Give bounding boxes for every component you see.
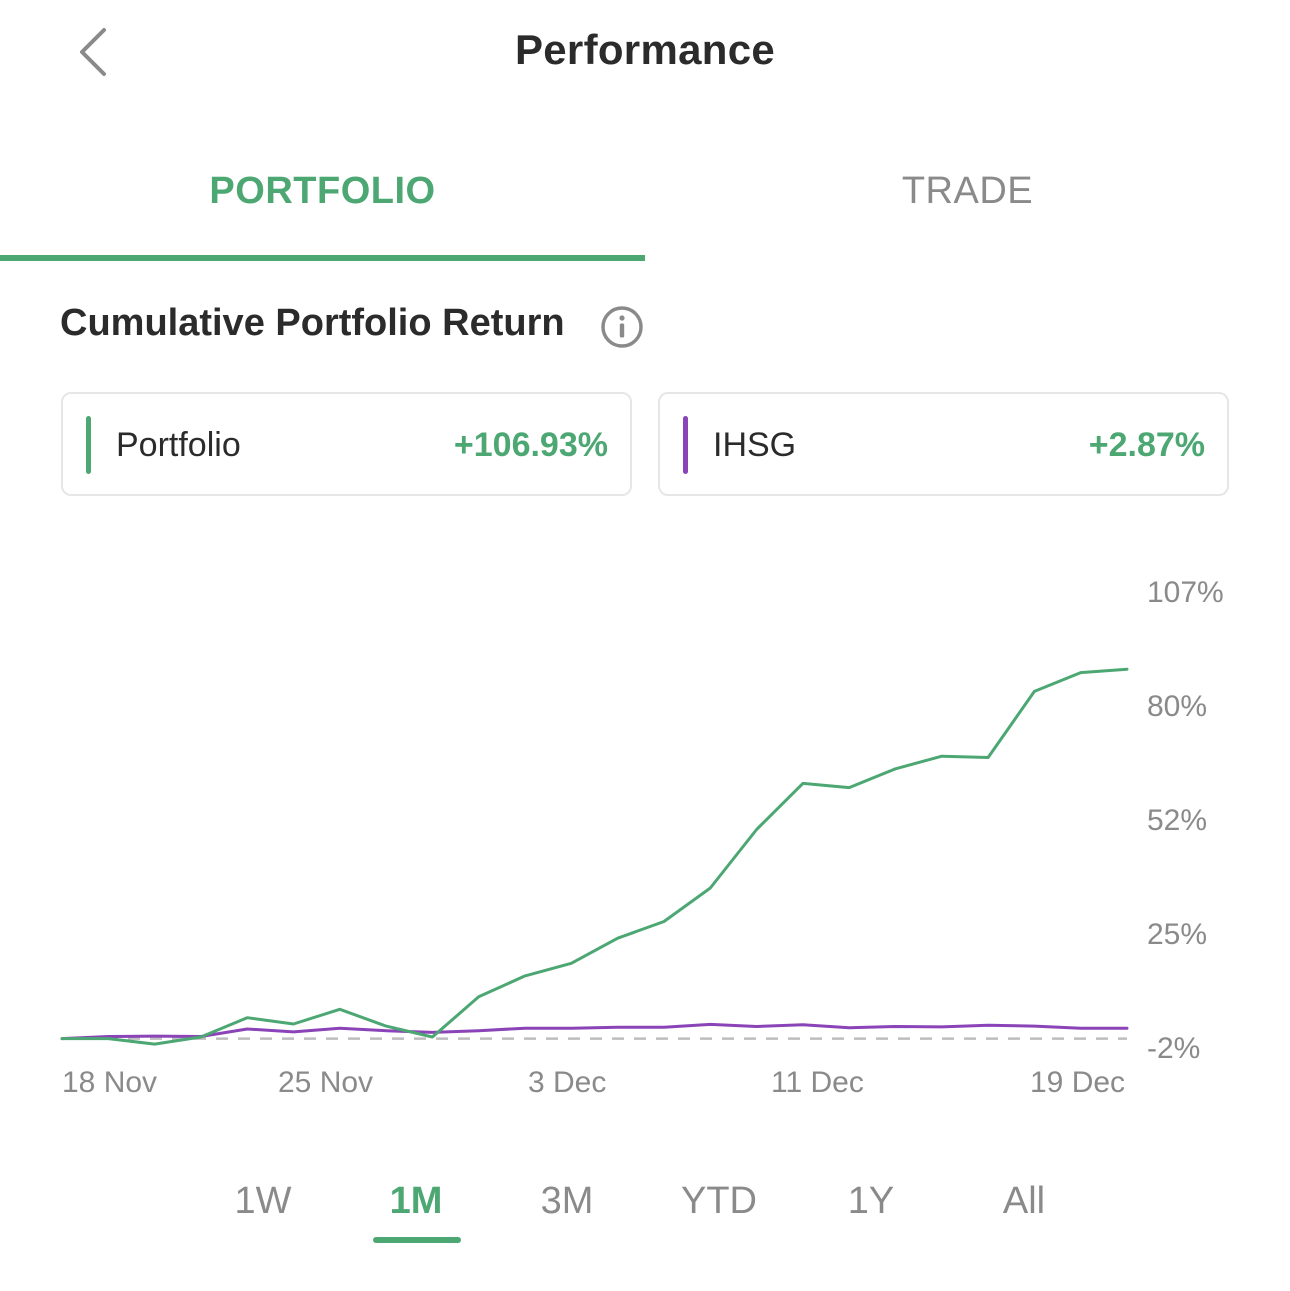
- app-header: Performance: [0, 0, 1290, 110]
- return-chart-svg: 107% 80% 52% 25% -2% 18 Nov 25 Nov 3 Dec 11 Dec 1…: [60, 576, 1224, 1099]
- legend-name-ihsg: IHSG: [713, 426, 797, 464]
- y-tick-label: 52%: [1147, 804, 1207, 837]
- y-tick-label: 80%: [1147, 690, 1207, 723]
- legend-value-ihsg: +2.87%: [1088, 426, 1205, 464]
- back-button[interactable]: [66, 20, 122, 84]
- tab-trade[interactable]: TRADE: [645, 140, 1290, 262]
- info-icon[interactable]: [600, 305, 644, 349]
- x-tick-label: 3 Dec: [528, 1066, 606, 1099]
- active-range-indicator: [373, 1237, 461, 1243]
- legend-card-ihsg[interactable]: IHSG +2.87%: [658, 392, 1229, 496]
- tab-portfolio-label: PORTFOLIO: [209, 170, 436, 212]
- x-tick-label: 25 Nov: [278, 1066, 373, 1099]
- return-chart: 107% 80% 52% 25% -2% 18 Nov 25 Nov 3 Dec 11 Dec 1…: [0, 560, 1290, 1120]
- y-tick-label: -2%: [1147, 1032, 1200, 1065]
- range-1w-button[interactable]: 1W: [234, 1180, 292, 1222]
- active-tab-indicator: [0, 255, 645, 261]
- range-all-button[interactable]: All: [1002, 1180, 1046, 1222]
- y-tick-label: 107%: [1147, 576, 1224, 609]
- series-line-ihsg: [60, 1022, 1129, 1041]
- ihsg-color-marker: [683, 416, 688, 474]
- time-range-selector: 1W 1M 3M YTD 1Y All: [0, 1170, 1290, 1250]
- x-tick-label: 19 Dec: [1030, 1066, 1125, 1099]
- tab-trade-label: TRADE: [901, 170, 1034, 212]
- series-line-portfolio: [60, 667, 1129, 1046]
- x-tick-label: 11 Dec: [771, 1066, 864, 1099]
- range-ytd-button[interactable]: YTD: [681, 1180, 757, 1222]
- legend-card-portfolio[interactable]: Portfolio +106.93%: [61, 392, 632, 496]
- tab-bar: PORTFOLIO TRADE: [0, 140, 1290, 262]
- section-title: Cumulative Portfolio Return: [60, 302, 565, 344]
- range-1y-button[interactable]: 1Y: [847, 1180, 895, 1222]
- page-title: Performance: [514, 26, 776, 73]
- legend-name-portfolio: Portfolio: [116, 426, 241, 464]
- range-1m-button[interactable]: 1M: [389, 1180, 443, 1222]
- y-tick-label: 25%: [1147, 918, 1207, 951]
- x-tick-label: 18 Nov: [62, 1066, 157, 1099]
- range-3m-button[interactable]: 3M: [540, 1180, 594, 1222]
- chevron-left-icon: [80, 28, 106, 76]
- portfolio-color-marker: [86, 416, 91, 474]
- tab-portfolio[interactable]: PORTFOLIO: [0, 140, 645, 262]
- legend-value-portfolio: +106.93%: [453, 426, 608, 464]
